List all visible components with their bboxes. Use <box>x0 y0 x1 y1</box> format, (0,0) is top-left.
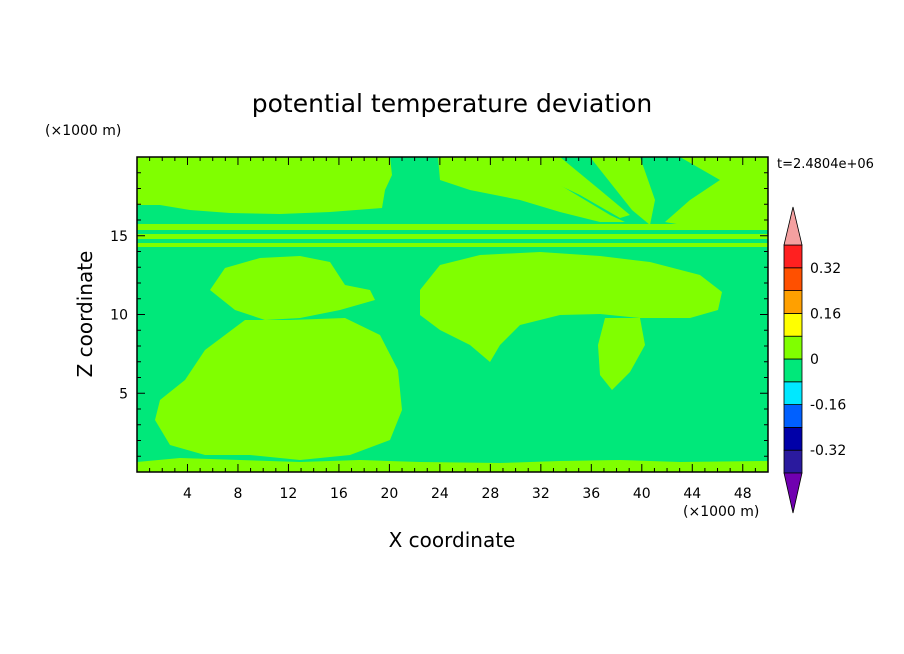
colorbar-tick-label: 0.16 <box>810 306 841 322</box>
x-tick-label: 16 <box>330 486 348 502</box>
y-unit-label: (×1000 m) <box>45 123 121 139</box>
colorbar-segment <box>783 449 803 474</box>
x-unit-label: (×1000 m) <box>683 504 759 520</box>
contour-region-upper-right <box>665 157 768 228</box>
y-axis: 5 10 15 <box>110 172 768 457</box>
contour-region-upper-fan-2 <box>500 157 630 218</box>
contour-region-upper-fan <box>438 157 625 222</box>
colorbar-segment <box>783 267 803 291</box>
time-label: t=2.4804e+06 <box>777 157 874 172</box>
x-tick-label: 24 <box>431 486 449 502</box>
colorbar-tick-label: -0.32 <box>810 443 846 459</box>
y-axis-label: Z coordinate <box>73 251 97 378</box>
contour-region-upper-left <box>137 157 392 214</box>
colorbar-over-arrow <box>783 206 803 246</box>
colorbar-segment <box>783 426 803 451</box>
colorbar-segment <box>783 358 803 383</box>
x-tick-label: 36 <box>582 486 600 502</box>
x-tick-label: 20 <box>380 486 398 502</box>
contour-region-mid-right <box>420 252 722 362</box>
contour-region-mid-left <box>210 256 375 320</box>
x-tick-label: 4 <box>183 486 192 502</box>
chart-title: potential temperature deviation <box>252 89 652 118</box>
x-tick-label: 28 <box>481 486 499 502</box>
y-tick-label: 15 <box>110 229 128 245</box>
contour-region-upper-fan-3 <box>590 157 655 225</box>
x-tick-label: 12 <box>280 486 298 502</box>
x-axis-label: X coordinate <box>389 528 516 552</box>
colorbar-segment <box>783 312 803 337</box>
colorbar-segment <box>783 244 803 269</box>
colorbar-segment <box>783 404 803 428</box>
colorbar-tick-label: 0 <box>810 352 819 368</box>
colorbar-tick-label: -0.16 <box>810 398 846 414</box>
y-tick-label: 10 <box>110 308 128 324</box>
colorbar-tick-label: 0.32 <box>810 261 841 277</box>
colorbar: 0.32 0.16 0 -0.16 -0.32 <box>783 206 846 514</box>
contour-region-plume <box>598 318 645 390</box>
x-tick-label: 32 <box>532 486 550 502</box>
x-tick-label: 48 <box>734 486 752 502</box>
x-tick-label: 44 <box>683 486 701 502</box>
contour-region-ground <box>137 458 768 472</box>
colorbar-segment <box>783 381 803 405</box>
contour-field <box>137 157 768 472</box>
colorbar-under-arrow <box>783 472 803 514</box>
x-tick-label: 40 <box>633 486 651 502</box>
colorbar-segment <box>783 335 803 360</box>
y-tick-label: 5 <box>119 386 128 402</box>
x-axis: 4 8 12 16 20 24 28 32 36 40 44 48 <box>149 157 756 502</box>
contour-band-3 <box>137 243 768 247</box>
contour-band-1 <box>137 224 768 230</box>
colorbar-segment <box>783 290 803 314</box>
contour-band-2 <box>137 234 768 239</box>
x-tick-label: 8 <box>233 486 242 502</box>
contour-region-lower-left <box>155 318 402 460</box>
